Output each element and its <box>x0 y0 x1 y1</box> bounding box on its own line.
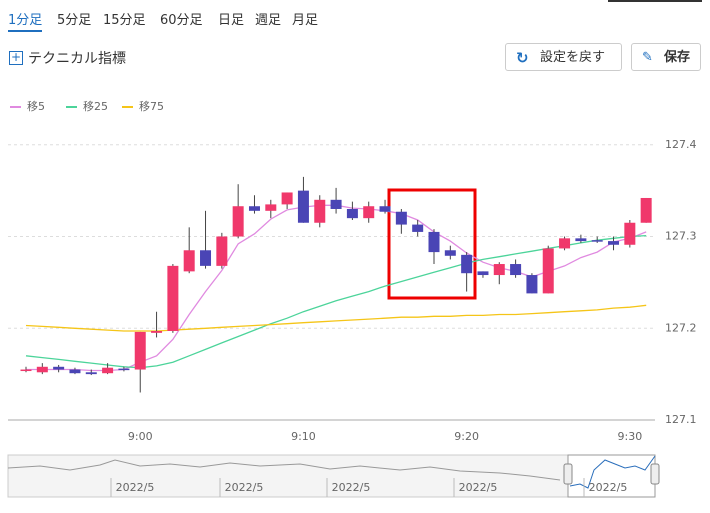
candle-body <box>118 368 130 371</box>
candle-body <box>232 206 244 237</box>
y-tick-label: 127.4 <box>665 138 697 151</box>
candle-body <box>53 366 65 370</box>
candle-body <box>477 271 489 276</box>
candle-body <box>167 265 179 332</box>
timeframe-tab[interactable]: 週足 <box>255 13 282 28</box>
candle-body <box>330 199 342 209</box>
top-edge <box>608 0 702 2</box>
plus-icon[interactable]: + <box>9 50 23 65</box>
timeframe-tab[interactable]: 60分足 <box>160 13 203 28</box>
candle-body <box>281 192 293 205</box>
y-tick-label: 127.1 <box>665 413 697 426</box>
navigator-label: 2022/5 <box>332 481 371 494</box>
candle-body <box>412 224 424 232</box>
candle-body <box>444 250 456 256</box>
candle-body <box>216 236 228 266</box>
navigator-handle[interactable] <box>650 463 660 485</box>
candle-body <box>102 367 114 374</box>
candle-body <box>510 264 522 276</box>
x-tick-label: 9:30 <box>617 430 642 443</box>
candle-body <box>151 331 163 333</box>
navigator-label: 2022/5 <box>459 481 498 494</box>
navigator-sparkline <box>7 459 561 481</box>
candle-body <box>575 238 587 242</box>
timeframe-tab[interactable]: 日足 <box>218 13 245 28</box>
candle-body <box>640 197 652 223</box>
timeframe-tab[interactable]: 1分足 <box>8 9 43 32</box>
candle-body <box>608 241 620 245</box>
candle-body <box>461 254 473 274</box>
candle-body <box>200 250 212 266</box>
legend-label: 移5 <box>27 100 45 113</box>
legend-label: 移75 <box>139 100 164 113</box>
navigator-label: 2022/5 <box>589 481 628 494</box>
candle-body <box>183 250 195 272</box>
candle-body <box>395 211 407 225</box>
candle-body <box>20 369 32 372</box>
candle-body <box>248 206 260 211</box>
x-tick-label: 9:00 <box>128 430 153 443</box>
reset-label: 設定を戻す <box>540 50 606 65</box>
save-label: 保存 <box>664 50 691 65</box>
timeframe-tab[interactable]: 15分足 <box>103 13 146 28</box>
candle-body <box>428 231 440 253</box>
navigator[interactable] <box>7 454 656 498</box>
indicator-toggle[interactable]: テクニカル指標 <box>28 51 126 67</box>
candle-body <box>265 204 277 211</box>
moving-average-line <box>25 304 647 332</box>
reset-button[interactable]: ↻ 設定を戻す <box>505 43 622 71</box>
navigator-handle[interactable] <box>563 463 573 485</box>
y-tick-label: 127.3 <box>665 230 697 243</box>
candle-body <box>493 264 505 276</box>
candle-body <box>624 222 636 245</box>
navigator-window[interactable] <box>567 454 656 498</box>
candle-body <box>542 248 554 294</box>
candle-body <box>559 238 571 249</box>
highlight-box <box>387 188 477 300</box>
x-tick-label: 9:20 <box>454 430 479 443</box>
navigator-label: 2022/5 <box>116 481 155 494</box>
timeframe-tab[interactable]: 5分足 <box>57 13 92 28</box>
candle-body <box>134 331 146 370</box>
navigator-label: 2022/5 <box>225 481 264 494</box>
x-tick-label: 9:10 <box>291 430 316 443</box>
candle-body <box>346 208 358 219</box>
candle-body <box>591 240 603 242</box>
candle-body <box>69 369 81 374</box>
candle-body <box>379 206 391 212</box>
candle-body <box>363 206 375 219</box>
candle-body <box>36 366 48 373</box>
candle-body <box>526 275 538 294</box>
candle-body <box>85 372 97 375</box>
y-tick-label: 127.2 <box>665 321 697 334</box>
legend-label: 移25 <box>83 100 108 113</box>
candle-body <box>297 190 309 223</box>
candle-body <box>314 199 326 223</box>
save-button[interactable]: ✎ 保存 <box>631 43 701 71</box>
timeframe-tab[interactable]: 月足 <box>292 13 319 28</box>
